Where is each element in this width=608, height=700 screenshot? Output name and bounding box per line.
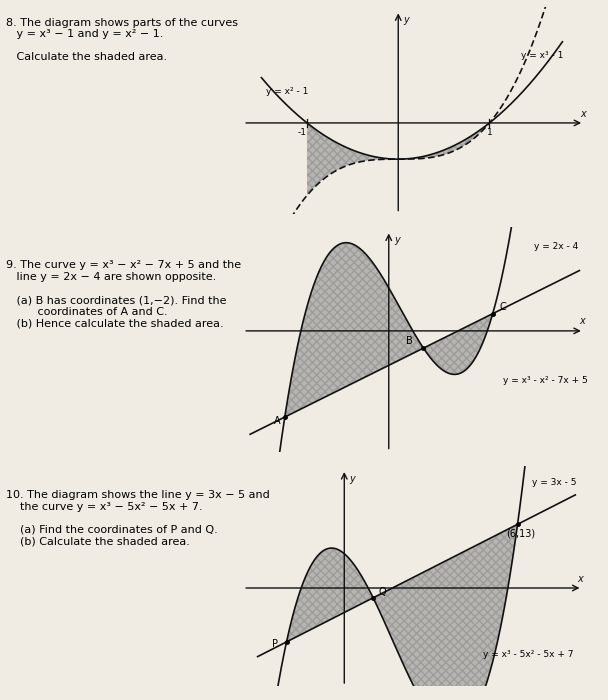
Text: 8. The diagram shows parts of the curves
   y = x³ − 1 and y = x² − 1.

   Calcu: 8. The diagram shows parts of the curves… xyxy=(6,18,238,62)
Text: y = x³ - 1: y = x³ - 1 xyxy=(521,50,564,60)
Text: x: x xyxy=(579,316,586,326)
Text: y: y xyxy=(404,15,409,25)
Text: 9. The curve y = x³ − x² − 7x + 5 and the
   line y = 2x − 4 are shown opposite.: 9. The curve y = x³ − x² − 7x + 5 and th… xyxy=(6,260,241,328)
Text: Q: Q xyxy=(379,587,387,597)
Text: x: x xyxy=(578,573,583,584)
Text: y = x² - 1: y = x² - 1 xyxy=(266,87,308,96)
Text: 1: 1 xyxy=(486,128,492,137)
Text: x: x xyxy=(580,108,586,119)
Text: B: B xyxy=(406,336,413,346)
Text: y = x³ - 5x² - 5x + 7: y = x³ - 5x² - 5x + 7 xyxy=(483,650,573,659)
Text: -1: -1 xyxy=(298,128,307,137)
Text: C: C xyxy=(500,302,506,312)
Text: y = 3x - 5: y = 3x - 5 xyxy=(532,478,576,487)
Text: y = x³ - x² - 7x + 5: y = x³ - x² - 7x + 5 xyxy=(503,376,588,384)
Text: y: y xyxy=(350,474,355,484)
Text: P: P xyxy=(272,639,278,649)
Text: 10. The diagram shows the line y = 3x − 5 and
    the curve y = x³ − 5x² − 5x + : 10. The diagram shows the line y = 3x − … xyxy=(6,490,270,547)
Text: y = 2x - 4: y = 2x - 4 xyxy=(534,242,579,251)
Text: y: y xyxy=(394,234,399,245)
Text: (6,13): (6,13) xyxy=(506,528,535,538)
Text: A: A xyxy=(274,416,281,426)
